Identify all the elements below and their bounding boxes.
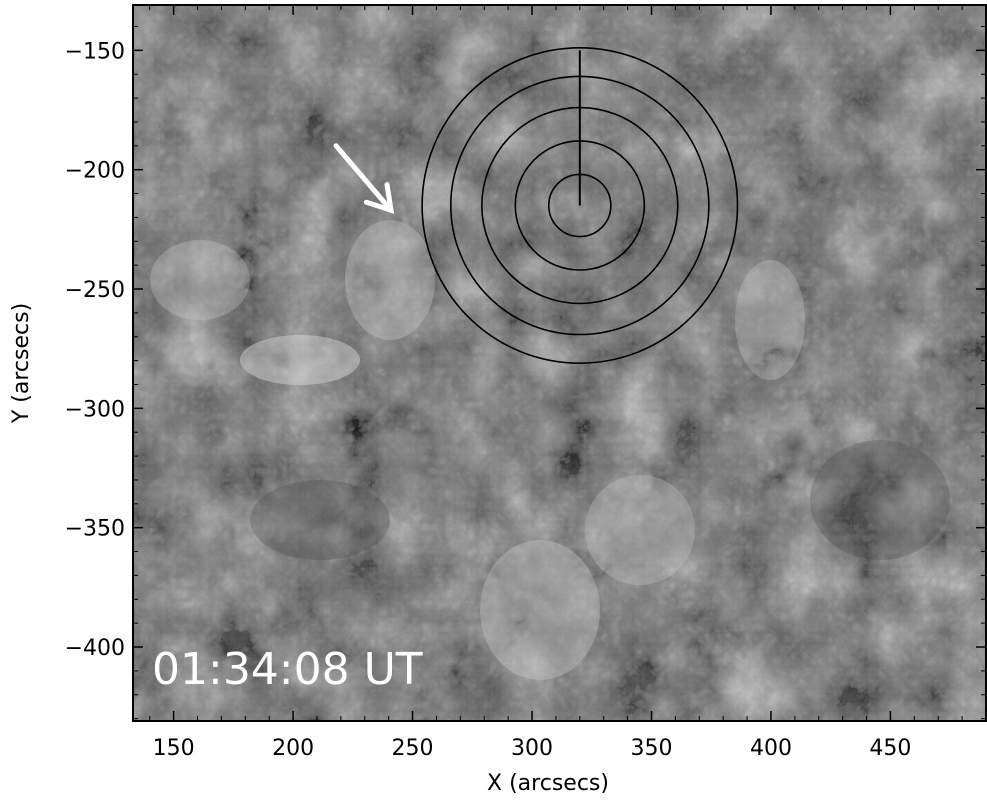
timestamp-label: 01:34:08 UT xyxy=(152,644,423,695)
arrow-shaft xyxy=(333,143,394,213)
x-tick-label: 300 xyxy=(511,736,553,761)
y-tick-label: −200 xyxy=(65,159,125,184)
x-axis: 150 200 250 300 350 400 450 xyxy=(149,5,987,761)
concentric-rings-overlay xyxy=(421,46,739,364)
y-tick-label: −300 xyxy=(65,397,125,422)
x-tick-label: 150 xyxy=(153,736,195,761)
white-arrow-icon xyxy=(333,143,395,214)
x-tick-label: 350 xyxy=(630,736,672,761)
solar-image xyxy=(133,5,986,721)
arrow-head xyxy=(363,182,395,214)
y-tick-label: −150 xyxy=(65,39,125,64)
y-tick-label: −250 xyxy=(65,278,125,303)
x-tick-label: 450 xyxy=(869,736,911,761)
y-axis-title: Y (arcsecs) xyxy=(9,303,34,424)
plot-frame xyxy=(132,4,987,722)
x-tick-label: 250 xyxy=(392,736,434,761)
x-axis-title: X (arcsecs) xyxy=(487,771,609,796)
overlay-ring xyxy=(421,46,739,364)
x-tick-label: 200 xyxy=(272,736,314,761)
y-axis: −150 −200 −250 −300 −350 −400 xyxy=(65,25,986,720)
x-tick-label: 400 xyxy=(750,736,792,761)
y-tick-label: −400 xyxy=(65,636,125,661)
y-tick-label: −350 xyxy=(65,517,125,542)
